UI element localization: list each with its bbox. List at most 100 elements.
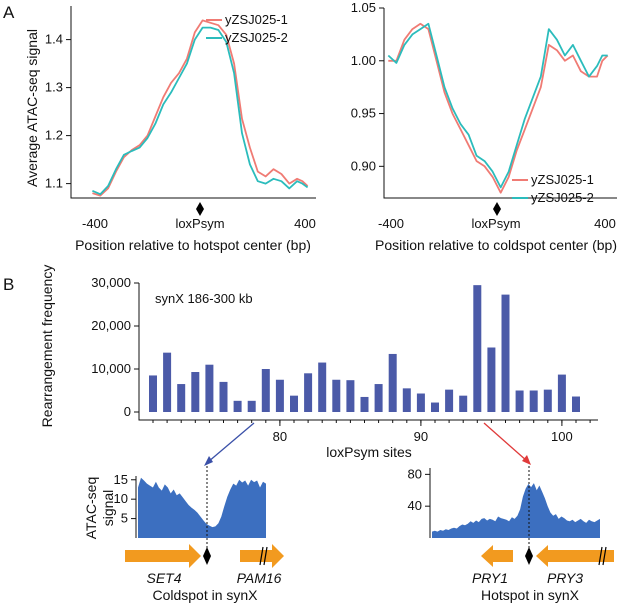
bar-site-75 xyxy=(205,364,214,412)
coldspot-series-line-2 xyxy=(387,22,608,189)
hotspot-y-axis-label: Average ATAC-seq signal xyxy=(24,29,40,187)
bar-y-tick-label-2: 20,000 xyxy=(91,318,131,333)
hotspot-x-tick-min: -400 xyxy=(82,216,108,231)
hotspot-axis-lines xyxy=(70,6,316,199)
rearrangement-bar-chart: Rearrangement frequency 0 10,000 20,000 30,… xyxy=(39,265,598,466)
bar-site-92 xyxy=(445,389,454,412)
hotspot-y-tick-label-0: 1.1 xyxy=(45,176,63,191)
hotspot-series-line-2 xyxy=(92,26,309,196)
coldspot-series-lines xyxy=(387,22,609,194)
coldspot-pointer-arrow xyxy=(207,422,255,463)
hotspot-signal-track: 40 80 PRY1 PRY3 Hotspot in synX xyxy=(408,466,614,603)
hotspot-track-caption: Hotspot in synX xyxy=(481,587,580,603)
hotspot-legend-label-1: yZSJ025-1 xyxy=(225,12,288,27)
hotspot-pointer-arrowhead-icon xyxy=(522,455,531,465)
coldspot-track-y-tick-label-2: 15 xyxy=(114,472,128,487)
bar-site-96 xyxy=(501,294,510,412)
bar-site-78 xyxy=(247,400,256,412)
bar-site-86 xyxy=(360,396,369,412)
set4-gene-label: SET4 xyxy=(146,570,181,586)
coldspot-legend-label-2: yZSJ025-2 xyxy=(531,190,594,205)
coldspot-track-area xyxy=(138,477,266,538)
bar-site-84 xyxy=(332,379,341,412)
coldspot-site-diamond-icon xyxy=(203,547,211,565)
hotspot-track-y-tick-label-0: 40 xyxy=(408,498,422,513)
bar-site-100 xyxy=(557,374,566,412)
bar-site-98 xyxy=(529,390,538,412)
pry3-gene-label: PRY3 xyxy=(547,570,583,586)
hotspot-profile-chart: Average ATAC-seq signal 1.1 1.2 1.3 1.4 -40… xyxy=(24,6,316,253)
bar-y-tick-label-3: 30,000 xyxy=(91,275,131,290)
bar-site-83 xyxy=(318,362,327,412)
pam16-gene-label: PAM16 xyxy=(237,570,282,586)
hotspot-series-lines xyxy=(92,19,309,197)
bar-annotation: synX 186-300 kb xyxy=(155,291,253,306)
coldspot-signal-track: ATAC-seq signal 5 10 15 SET4 PAM16 Coldspo… xyxy=(83,466,284,603)
pry1-gene-label: PRY1 xyxy=(472,570,508,586)
panel-label-a: A xyxy=(3,3,15,22)
hotspot-site-diamond-icon xyxy=(525,547,533,565)
pry1-gene-arrow xyxy=(481,545,513,567)
bar-y-ticks: 0 10,000 20,000 30,000 xyxy=(91,275,139,419)
bar-site-90 xyxy=(416,393,425,412)
bar-x-tick-label-0: 80 xyxy=(273,429,287,444)
bar-site-93 xyxy=(459,395,468,412)
bar-x-tick-label-2: 100 xyxy=(551,429,573,444)
hotspot-track-area xyxy=(432,483,600,538)
bar-x-ticks: 80 90 100 xyxy=(152,420,591,444)
bar-site-95 xyxy=(487,347,496,412)
panel-label-b: B xyxy=(3,275,14,294)
hotspot-x-axis-label: Position relative to hotspot center (bp) xyxy=(75,237,311,253)
coldspot-center-diamond-icon xyxy=(493,202,501,216)
coldspot-y-ticks: 0.90 0.95 1.00 1.05 xyxy=(351,0,384,173)
coldspot-y-tick-label-1: 0.95 xyxy=(351,106,376,121)
hotspot-y-tick-label-1: 1.2 xyxy=(45,128,63,143)
pry3-gene-arrow xyxy=(536,545,614,567)
coldspot-series-line-1 xyxy=(388,22,609,194)
coldspot-track-y-ticks: 5 10 15 xyxy=(114,472,136,526)
bar-site-101 xyxy=(572,396,580,412)
track-y-axis-label-line1: ATAC-seq xyxy=(83,477,99,540)
bar-site-81 xyxy=(290,395,298,412)
coldspot-x-axis-label: Position relative to coldspot center (bp… xyxy=(375,237,617,253)
coldspot-track-y-tick-label-1: 10 xyxy=(114,491,128,506)
coldspot-center-label: loxPsym xyxy=(471,216,520,231)
hotspot-series-line-1 xyxy=(92,19,309,197)
bar-x-tick-label-1: 90 xyxy=(414,429,428,444)
hotspot-center-label: loxPsym xyxy=(175,216,224,231)
pam16-gene-arrow xyxy=(240,544,284,568)
bar-site-94 xyxy=(473,285,482,412)
track-y-axis-label-line2: signal xyxy=(100,490,116,527)
coldspot-profile-chart: 0.90 0.95 1.00 1.05 -400 400 loxPsym Positi… xyxy=(351,0,617,253)
hotspot-track-y-ticks: 40 80 xyxy=(408,466,430,513)
bar-site-88 xyxy=(388,353,397,412)
bar-site-99 xyxy=(543,389,552,412)
bar-axis-lines xyxy=(138,283,598,421)
hotspot-y-tick-label-3: 1.4 xyxy=(45,32,63,47)
hotspot-legend: yZSJ025-1 yZSJ025-2 xyxy=(206,12,288,45)
bar-site-82 xyxy=(304,373,313,412)
coldspot-legend-label-1: yZSJ025-1 xyxy=(531,172,594,187)
coldspot-legend: yZSJ025-1 yZSJ025-2 xyxy=(512,172,594,205)
hotspot-x-tick-max: 400 xyxy=(294,216,316,231)
bar-y-axis-label: Rearrangement frequency xyxy=(39,265,55,428)
hotspot-center-diamond-icon xyxy=(196,202,204,216)
coldspot-y-tick-label-2: 1.00 xyxy=(351,53,376,68)
coldspot-y-tick-label-0: 0.90 xyxy=(351,158,376,173)
bar-site-97 xyxy=(515,390,524,412)
coldspot-y-tick-label-3: 1.05 xyxy=(351,0,376,15)
coldspot-pointer-arrowhead-icon xyxy=(204,456,213,466)
bar-site-87 xyxy=(374,384,383,412)
set4-gene-arrow xyxy=(125,544,201,568)
coldspot-track-caption: Coldspot in synX xyxy=(152,587,258,603)
bar-site-89 xyxy=(402,388,411,412)
coldspot-x-tick-max: 400 xyxy=(594,216,616,231)
hotspot-track-y-tick-label-1: 80 xyxy=(408,466,422,481)
bar-site-80 xyxy=(275,379,284,412)
bar-site-85 xyxy=(346,380,355,412)
bar-site-79 xyxy=(261,369,270,412)
bar-y-tick-label-1: 10,000 xyxy=(91,361,131,376)
bar-site-71 xyxy=(149,375,157,412)
bar-y-axis-label-text: Rearrangement frequency xyxy=(39,265,55,428)
